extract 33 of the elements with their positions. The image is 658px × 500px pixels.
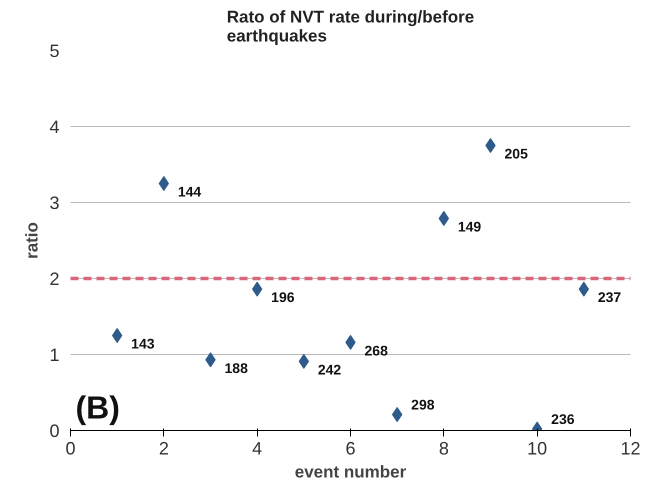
annotation: 237 [598, 289, 622, 306]
y-tick-label: 1 [49, 345, 60, 365]
x-axis-title: event number [294, 462, 407, 482]
annotation: 188 [224, 360, 248, 376]
annotation: 196 [271, 289, 295, 306]
y-tick-label: 3 [49, 193, 60, 213]
annotation: (B) [76, 390, 120, 426]
annotation: 268 [364, 342, 388, 358]
annotation: 149 [458, 218, 482, 234]
annotation: 144 [178, 184, 202, 200]
y-axis-title: ratio [22, 222, 42, 259]
y-tick-label: 5 [49, 41, 60, 61]
x-tick-label: 10 [527, 438, 548, 458]
point [485, 138, 496, 153]
x-tick-label: 0 [65, 438, 76, 458]
annotation: 143 [131, 336, 155, 352]
y-tick-label: 4 [49, 117, 60, 137]
chart-title: Rato of NVT rate during/before earthquakes [226, 8, 474, 46]
annotation: 298 [411, 396, 435, 413]
x-tick-label: 4 [252, 438, 262, 458]
point [345, 334, 356, 350]
annotation: 205 [504, 146, 528, 162]
x-tick-label: 6 [345, 438, 356, 458]
y-tick-label: 2 [49, 269, 60, 289]
point [205, 352, 216, 368]
annotation: 236 [551, 410, 575, 427]
y-tick-label: 0 [49, 421, 60, 441]
point [158, 176, 169, 191]
x-tick-label: 8 [438, 438, 449, 458]
x-tick-label: 2 [158, 438, 169, 458]
x-tick-label: 12 [620, 438, 641, 458]
annotation: 242 [318, 361, 342, 378]
point [112, 328, 122, 343]
